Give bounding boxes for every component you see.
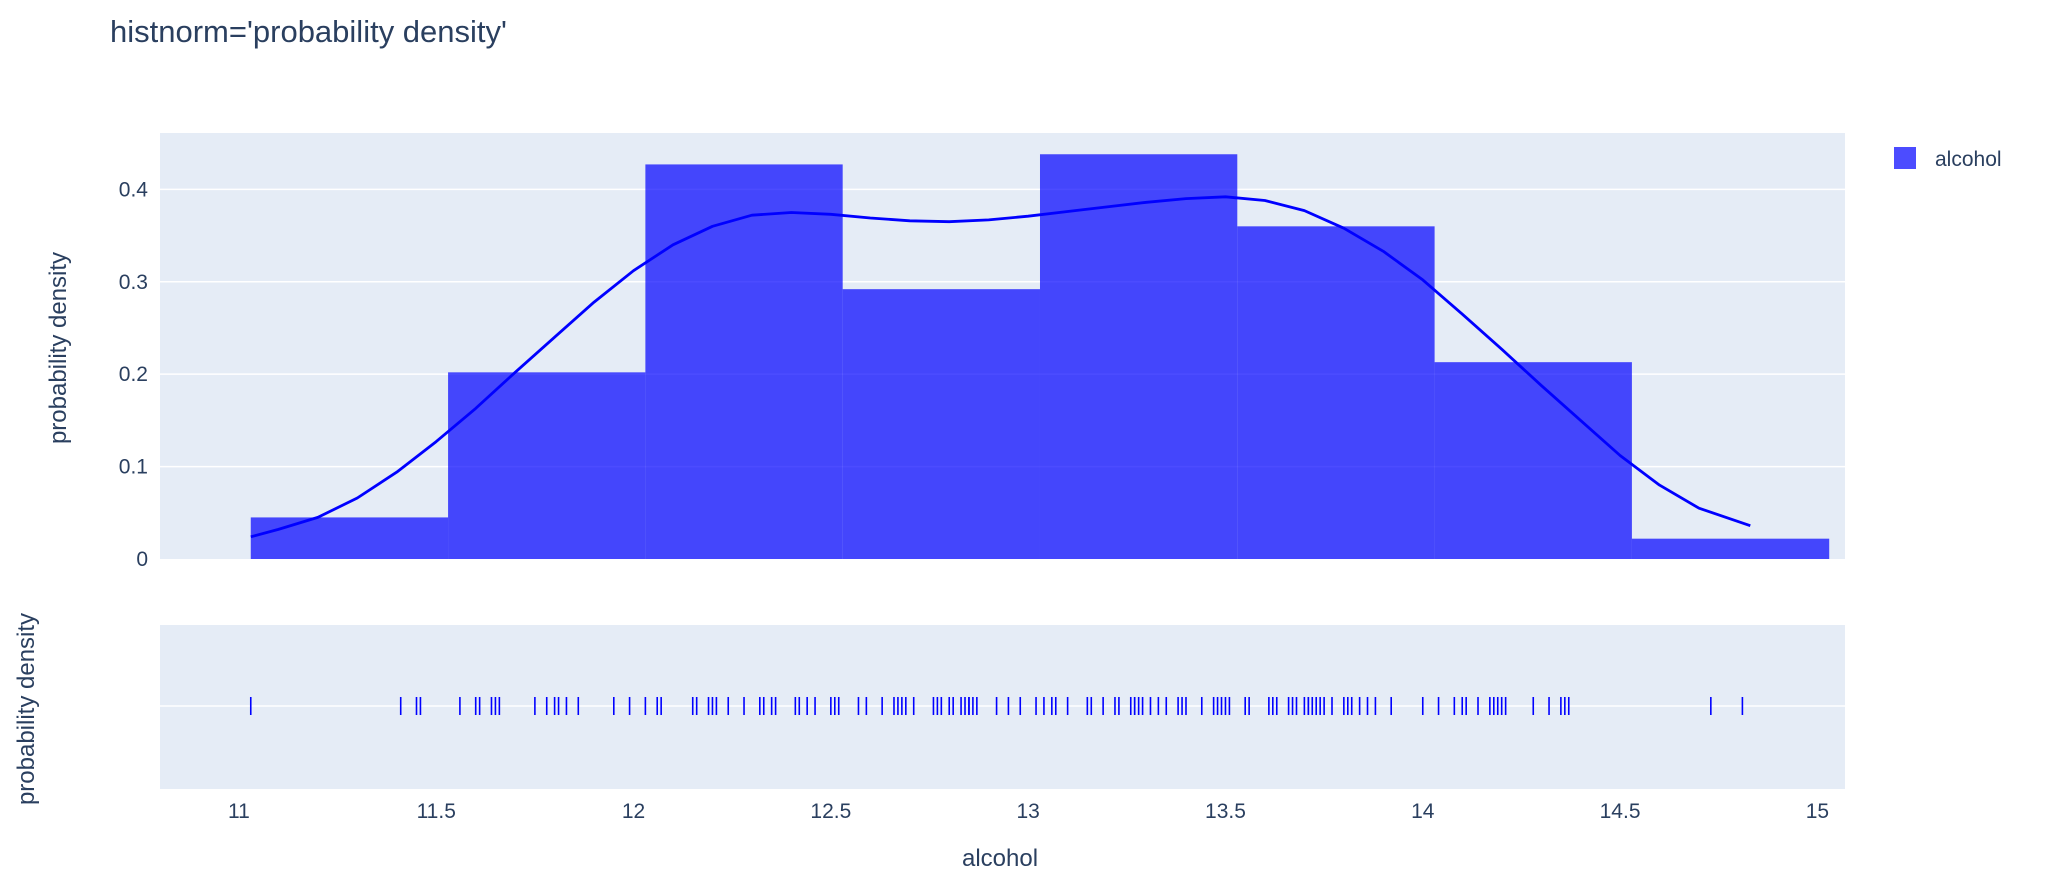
histogram-bar	[1237, 226, 1435, 559]
histogram-bar	[1631, 538, 1830, 559]
histogram-bar	[448, 372, 646, 559]
y-tick-labels: 0 0.1 0.2 0.3 0.4	[119, 178, 149, 571]
y-tick-label: 0.4	[119, 178, 149, 201]
rug-y-axis-title: probability density	[13, 613, 40, 805]
x-tick-label: 14.5	[1600, 800, 1641, 823]
rug-marks	[249, 697, 1744, 715]
x-tick-label: 11.5	[417, 800, 456, 823]
legend[interactable]: alcohol	[1894, 147, 2002, 171]
x-tick-labels: 11 11.5 12 12.5 13 13.5 14 14.5 15	[228, 800, 1829, 823]
x-tick-label: 13	[1016, 800, 1039, 823]
x-tick-label: 12	[622, 800, 645, 823]
histogram-bar	[1039, 154, 1238, 560]
y-tick-label: 0.2	[119, 363, 148, 386]
x-tick-label: 11	[228, 800, 250, 823]
y-axis-title: probability density	[45, 252, 72, 444]
x-tick-label: 13.5	[1205, 800, 1246, 823]
x-tick-label: 14	[1411, 800, 1435, 823]
x-tick-label: 15	[1806, 800, 1829, 823]
histogram-bar	[1434, 362, 1632, 559]
legend-label: alcohol	[1935, 148, 2002, 171]
y-tick-label: 0	[136, 548, 148, 571]
histogram-bar	[645, 164, 843, 560]
rug-plot-area	[160, 625, 1845, 789]
legend-swatch	[1894, 147, 1916, 169]
histogram-bar	[842, 289, 1040, 559]
x-axis-title: alcohol	[962, 845, 1038, 872]
kde-curve	[250, 195, 1751, 539]
y-tick-label: 0.1	[119, 456, 148, 479]
x-tick-label: 12.5	[810, 800, 851, 823]
chart-title: histnorm='probability density'	[110, 14, 507, 49]
histogram-bar	[250, 517, 449, 559]
y-tick-label: 0.3	[119, 271, 148, 294]
